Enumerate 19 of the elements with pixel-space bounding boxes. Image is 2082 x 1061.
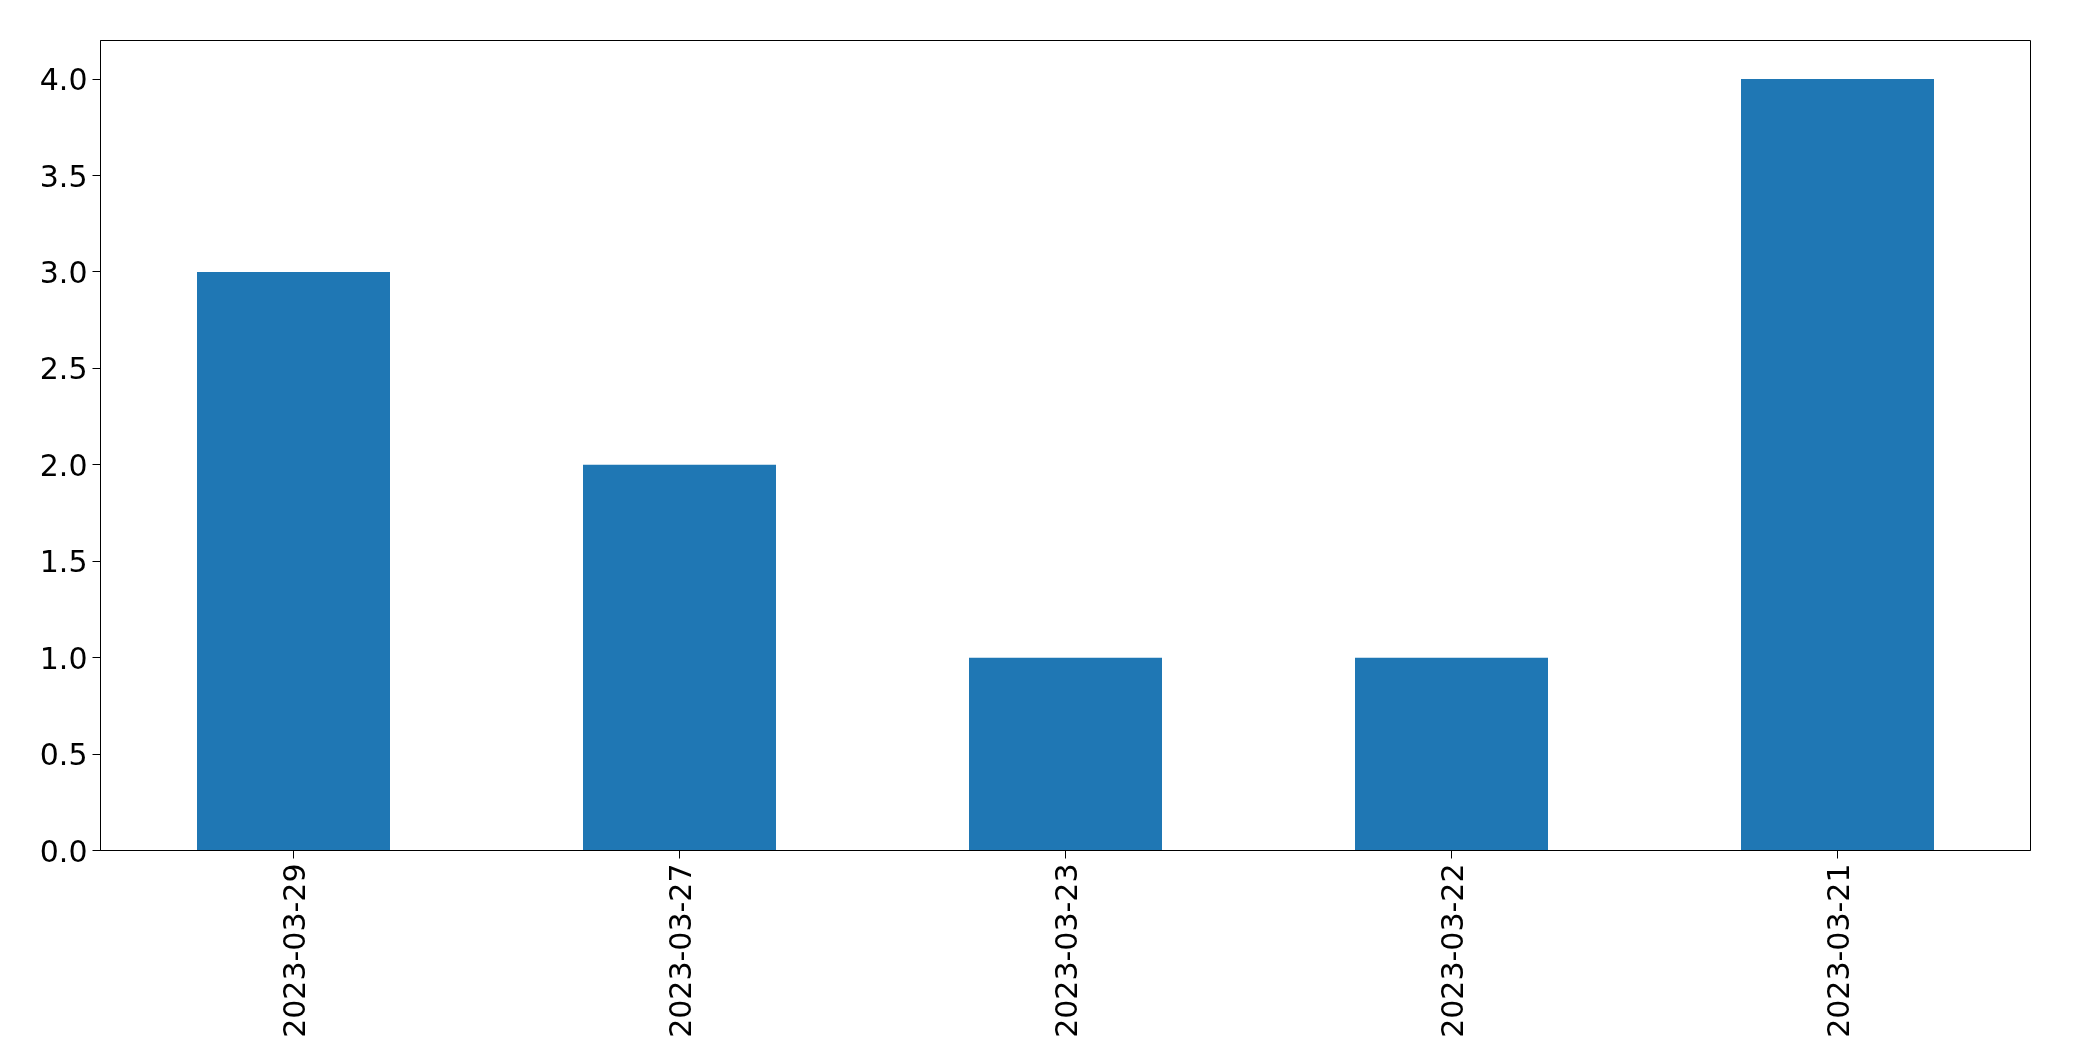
x-tick-label: 2023-03-22 — [1434, 863, 1470, 1038]
x-tick-label: 2023-03-23 — [1048, 863, 1084, 1038]
x-tick-label: 2023-03-21 — [1820, 863, 1856, 1038]
y-tick-label: 0.0 — [39, 833, 88, 869]
y-tick-label: 2.5 — [39, 351, 88, 387]
bar — [969, 657, 1162, 851]
y-tick-label: 3.5 — [39, 158, 88, 194]
y-tick-label: 4.0 — [39, 62, 88, 98]
x-tick-label: 2023-03-29 — [276, 863, 312, 1038]
bar — [197, 271, 390, 851]
bar — [583, 464, 776, 851]
bar — [1741, 79, 1934, 851]
bar — [1355, 657, 1548, 851]
y-tick-label: 1.5 — [39, 544, 88, 580]
x-tick-label: 2023-03-27 — [662, 863, 698, 1038]
y-tick-label: 0.5 — [39, 737, 88, 773]
y-tick-label: 2.0 — [39, 447, 88, 483]
y-tick-label: 3.0 — [39, 254, 88, 290]
y-tick-label: 1.0 — [39, 640, 88, 676]
